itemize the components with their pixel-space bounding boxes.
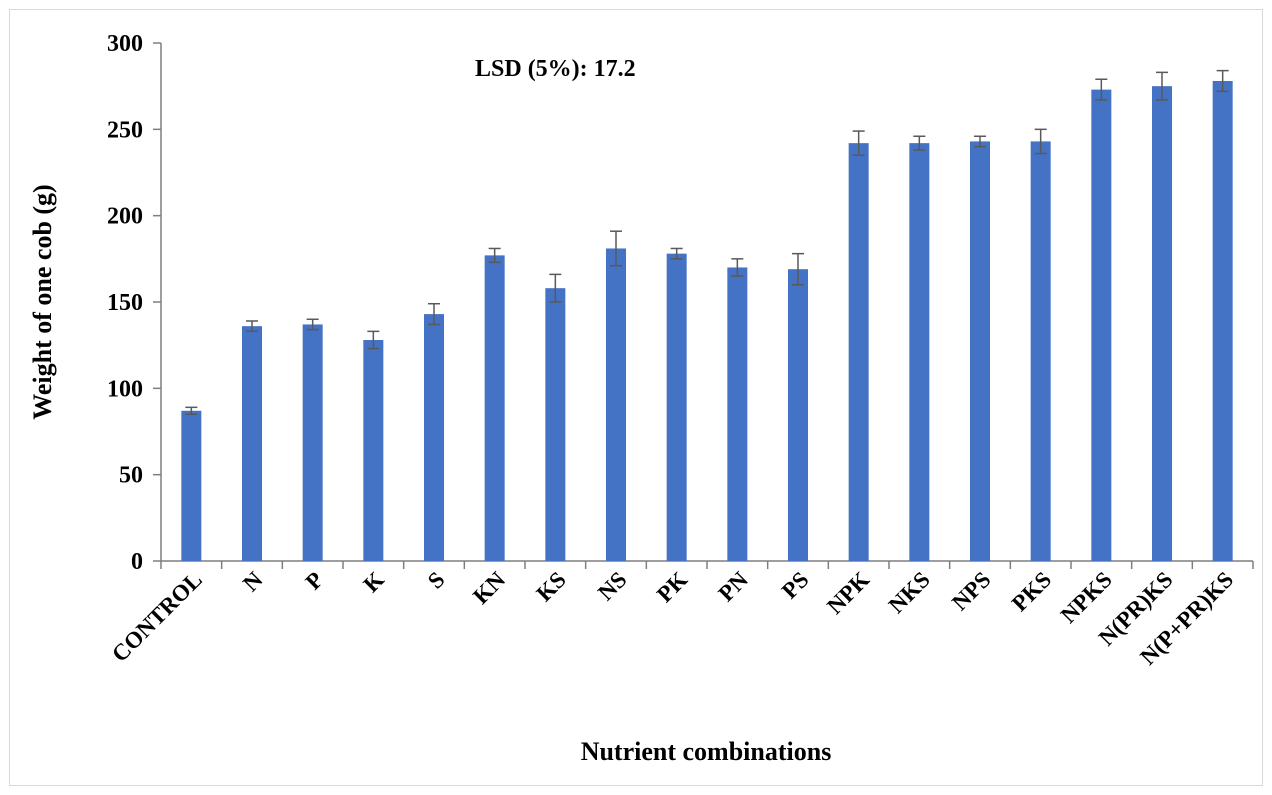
y-tick-label: 150 <box>107 290 143 316</box>
x-axis-title: Nutrient combinations <box>581 737 832 766</box>
bar-control <box>181 410 202 561</box>
x-tick-label: NPK <box>822 567 874 619</box>
bar-pks <box>1030 141 1051 562</box>
x-tick-label: NS <box>593 567 631 605</box>
error-bar <box>185 406 198 415</box>
x-tick-label: PKS <box>1007 567 1056 616</box>
error-bar <box>367 330 380 350</box>
x-tick-label: N <box>238 567 268 597</box>
x-tick-label: P <box>301 567 329 595</box>
bar-nps <box>970 141 990 562</box>
bar-k <box>363 339 384 561</box>
bar-p <box>302 324 323 561</box>
bar-kn <box>484 255 505 561</box>
error-bar <box>852 130 865 156</box>
bars <box>181 80 1233 562</box>
y-tick-label: 50 <box>119 463 143 489</box>
error-bar <box>246 320 258 333</box>
chart-frame <box>9 9 1263 786</box>
x-axis: CONTROL N P K S KN KS NS PK PN PS NPK NKS NPS PKS NPKSN… <box>107 560 1254 670</box>
error-bar <box>306 318 319 331</box>
error-bar <box>670 247 683 260</box>
bar-nks <box>909 143 930 561</box>
bar-npk <box>848 143 869 561</box>
y-tick-label: 200 <box>107 204 143 230</box>
x-tick-label: NKS <box>884 567 935 618</box>
bar-n-p-pr-ks <box>1212 80 1233 561</box>
error-bars <box>185 69 1229 415</box>
y-axis-title: Weight of one cob (g) <box>28 184 57 419</box>
error-bar <box>913 135 926 151</box>
x-tick-label: NPS <box>947 567 995 615</box>
error-bar <box>549 273 562 303</box>
error-bar <box>428 302 440 326</box>
error-bar <box>1034 128 1047 155</box>
x-tick-label: PK <box>652 567 692 607</box>
y-axis: 0 50 100 150 200 250 300 <box>107 31 162 575</box>
x-tick-label: PN <box>714 567 754 607</box>
error-bar <box>1156 71 1168 101</box>
x-tick-label: S <box>423 567 450 594</box>
y-tick-label: 100 <box>107 376 143 402</box>
error-bar <box>488 247 501 264</box>
lsd-annotation: LSD (5%): 17.2 <box>475 56 636 82</box>
error-bar <box>610 230 622 267</box>
error-bar <box>731 258 744 277</box>
error-bar <box>974 135 986 148</box>
bar-ks <box>545 288 566 561</box>
bar-ns <box>606 248 626 561</box>
x-tick-label: CONTROL <box>107 567 207 667</box>
error-bar <box>1216 69 1229 93</box>
bar-ps <box>788 269 808 561</box>
bar-pk <box>666 253 687 562</box>
bar-n <box>242 326 262 561</box>
bar-npks <box>1091 89 1112 562</box>
bar-n-pr-ks <box>1152 86 1172 562</box>
error-bar <box>792 252 804 286</box>
y-tick-label: 250 <box>107 117 143 143</box>
y-tick-label: 0 <box>131 549 143 575</box>
x-tick-label: PS <box>777 567 814 604</box>
x-tick-label: K <box>359 567 389 597</box>
x-tick-label: KN <box>468 567 510 609</box>
bar-s <box>424 314 444 561</box>
error-bar <box>1095 78 1108 101</box>
bar-pn <box>727 267 748 561</box>
x-tick-label: KS <box>531 567 570 606</box>
y-tick-label: 300 <box>107 31 143 57</box>
